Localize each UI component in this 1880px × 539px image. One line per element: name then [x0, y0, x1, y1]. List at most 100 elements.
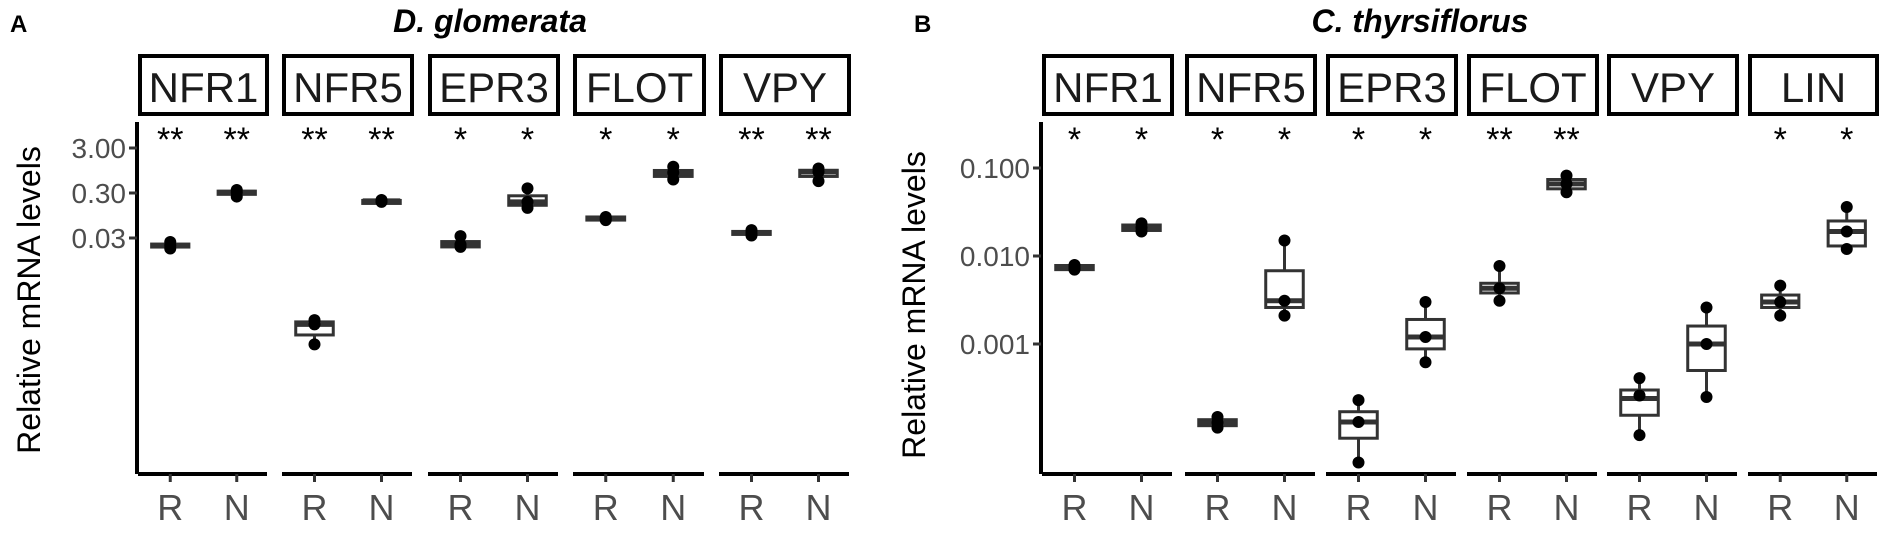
panel-b-plot-area: 0.100 0.010 0.001 NFR1 R * N * NFR5 R * N * EPR3 R * N * F… [960, 54, 1879, 528]
facet-strip [428, 54, 560, 116]
facet-strip-label: NFR5 [1196, 64, 1306, 111]
data-point [1560, 186, 1573, 199]
y-tick-label: 3.00 [72, 133, 127, 164]
data-point [230, 183, 243, 196]
significance-label: * [1068, 121, 1081, 159]
significance-label: * [454, 121, 467, 159]
data-point [454, 230, 467, 243]
x-tick-label: N [1413, 487, 1439, 528]
x-tick-label: N [1554, 487, 1580, 528]
data-point [1633, 389, 1646, 402]
data-point [1419, 331, 1432, 344]
significance-label: * [1211, 121, 1224, 159]
data-point [1560, 169, 1573, 182]
data-point [1493, 259, 1506, 272]
data-point [1352, 415, 1365, 428]
panel-b-label: B [914, 11, 931, 38]
data-point [1700, 301, 1713, 314]
facet-strip [282, 54, 414, 116]
x-tick-label: R [1767, 487, 1793, 528]
data-point [1774, 279, 1787, 292]
significance-label: ** [738, 121, 764, 159]
x-tick-label: R [1205, 487, 1231, 528]
facet-strip-label: NFR1 [149, 64, 259, 111]
facet-strip-label: FLOT [586, 64, 693, 111]
facet-strip-label: NFR5 [293, 64, 403, 111]
data-point [1068, 259, 1081, 272]
data-point [1774, 296, 1787, 309]
significance-label: * [667, 121, 680, 159]
x-tick-label: N [1129, 487, 1155, 528]
facet-strip [1326, 54, 1458, 116]
x-tick-label: R [448, 487, 474, 528]
facet-strip-label: EPR3 [439, 64, 549, 111]
significance-label: ** [368, 121, 394, 159]
x-tick-label: N [369, 487, 395, 528]
data-point [1135, 217, 1148, 230]
significance-label: * [1352, 121, 1365, 159]
x-tick-label: R [739, 487, 765, 528]
y-tick-label: 0.03 [72, 223, 127, 254]
significance-label: ** [1553, 121, 1579, 159]
panel-a-title: D. glomerata [393, 3, 587, 39]
data-point [1278, 294, 1291, 307]
significance-label: * [1135, 121, 1148, 159]
panel-a-y-axis-label: Relative mRNA levels [11, 146, 47, 454]
significance-label: ** [1486, 121, 1512, 159]
data-point [1840, 225, 1853, 238]
significance-label: * [1419, 121, 1432, 159]
data-point [745, 224, 758, 237]
significance-label: ** [157, 121, 183, 159]
data-point [454, 238, 467, 251]
panel-a-label: A [10, 11, 27, 38]
data-point [1633, 429, 1646, 442]
facet-strip-label: VPY [1631, 64, 1715, 111]
facet-strip [1467, 54, 1599, 116]
data-point [1633, 372, 1646, 385]
data-point [1278, 234, 1291, 247]
panel-a: A D. glomerata Relative mRNA levels 3.00… [10, 3, 851, 528]
panel-b: B C. thyrsiflorus Relative mRNA levels 0… [896, 3, 1879, 528]
data-point [1352, 394, 1365, 407]
facet-strip [1042, 54, 1174, 116]
significance-label: ** [301, 121, 327, 159]
data-point [1211, 411, 1224, 424]
facet-strip [1185, 54, 1317, 116]
x-tick-label: R [1062, 487, 1088, 528]
x-tick-label: N [224, 487, 250, 528]
data-point [1278, 309, 1291, 322]
data-point [1700, 390, 1713, 403]
data-point [1419, 296, 1432, 309]
facet-strip-label: LIN [1781, 64, 1846, 111]
data-point [812, 175, 825, 188]
x-tick-label: N [1834, 487, 1860, 528]
significance-label: ** [224, 121, 250, 159]
x-tick-label: N [806, 487, 832, 528]
facet-strip [1607, 54, 1739, 116]
data-point [308, 338, 321, 351]
y-tick-label: 0.001 [960, 329, 1030, 360]
facet-strip [573, 54, 706, 116]
x-tick-label: R [1487, 487, 1513, 528]
data-point [1840, 243, 1853, 256]
x-tick-label: N [660, 487, 686, 528]
x-tick-label: N [1272, 487, 1298, 528]
y-tick-label: 0.30 [72, 178, 127, 209]
x-tick-label: N [1694, 487, 1720, 528]
facet-strip [1748, 54, 1879, 116]
data-point [1419, 356, 1432, 369]
panel-b-title: C. thyrsiflorus [1312, 3, 1529, 39]
data-point [1493, 282, 1506, 295]
facet-strip-label: FLOT [1479, 64, 1586, 111]
x-tick-label: R [1346, 487, 1372, 528]
significance-label: ** [805, 121, 831, 159]
data-point [1352, 456, 1365, 469]
facet-strip [138, 54, 269, 116]
x-tick-label: R [157, 487, 183, 528]
x-tick-label: R [1627, 487, 1653, 528]
data-point [599, 210, 612, 223]
y-tick-label: 0.100 [960, 153, 1030, 184]
data-point [521, 182, 534, 195]
data-point [308, 314, 321, 327]
panel-a-plot-area: 3.00 0.30 0.03 NFR1 R ** N ** NFR5 R ** N ** EPR3 R * N *… [72, 54, 851, 528]
